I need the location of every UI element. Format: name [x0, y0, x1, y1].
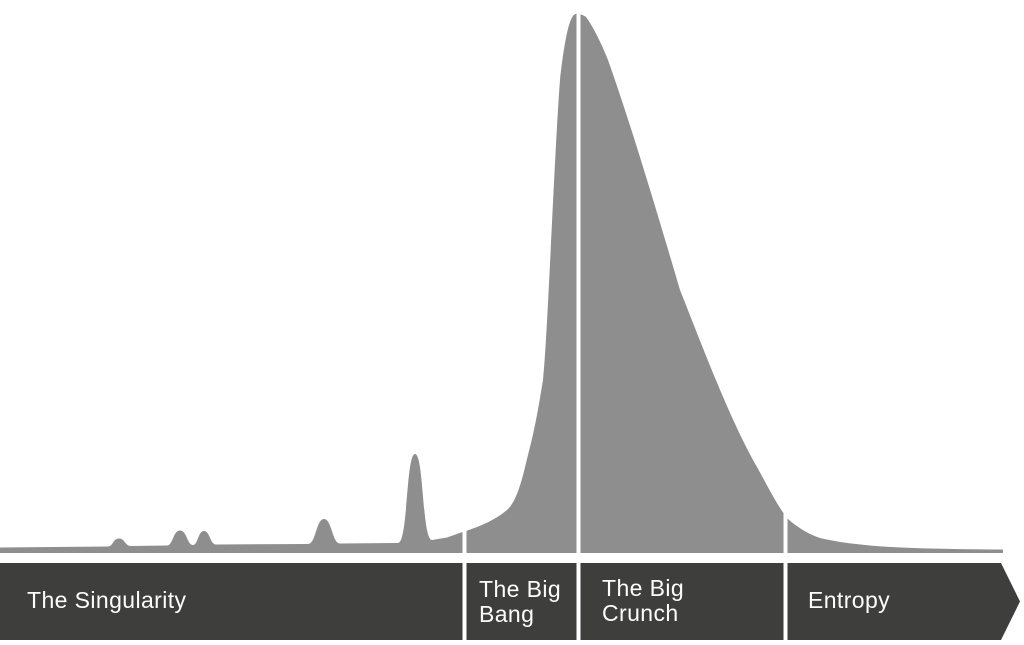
divider-entropy-start-line	[783, 0, 788, 554]
timeline-segment-big-crunch	[580, 563, 784, 640]
label-entropy: Entropy	[808, 587, 890, 613]
timeline-segment-big-bang	[466, 563, 577, 640]
label-the-big-crunch-line1: The Big	[602, 575, 684, 601]
label-the-singularity: The Singularity	[27, 587, 187, 613]
divider-big-bang-start-line	[462, 0, 467, 554]
timeline-segment-entropy-arrow	[787, 563, 1020, 640]
divider-big-crunch-start-line	[576, 0, 581, 554]
label-the-big-bang-line2: Bang	[479, 601, 534, 627]
label-the-big-crunch-line2: Crunch	[602, 600, 679, 626]
timeline-segment-singularity	[0, 563, 463, 640]
label-the-big-bang-line1: The Big	[479, 576, 561, 602]
universe-curve	[0, 14, 1003, 553]
